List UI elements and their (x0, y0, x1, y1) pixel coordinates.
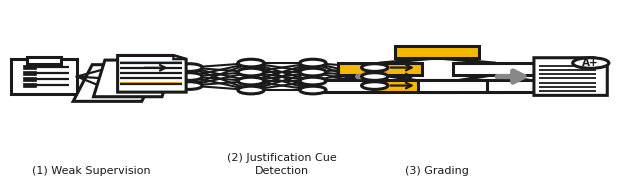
FancyBboxPatch shape (23, 77, 36, 81)
Circle shape (362, 73, 388, 80)
Text: (1) Weak Supervision: (1) Weak Supervision (32, 166, 151, 176)
Circle shape (573, 58, 609, 68)
FancyBboxPatch shape (27, 57, 61, 64)
Circle shape (238, 86, 264, 94)
FancyBboxPatch shape (452, 63, 536, 74)
FancyBboxPatch shape (11, 59, 77, 94)
Polygon shape (173, 55, 186, 59)
FancyBboxPatch shape (396, 46, 479, 58)
FancyBboxPatch shape (23, 83, 36, 87)
Circle shape (176, 82, 202, 89)
Circle shape (300, 77, 326, 85)
Circle shape (300, 68, 326, 76)
Circle shape (238, 77, 264, 85)
FancyBboxPatch shape (120, 82, 182, 85)
FancyBboxPatch shape (23, 65, 36, 69)
FancyBboxPatch shape (372, 80, 456, 92)
Circle shape (300, 59, 326, 67)
Circle shape (176, 64, 202, 71)
Polygon shape (93, 60, 173, 97)
FancyBboxPatch shape (419, 80, 502, 92)
Circle shape (176, 73, 202, 80)
Circle shape (238, 59, 264, 67)
FancyBboxPatch shape (339, 63, 422, 74)
Text: (3) Grading: (3) Grading (405, 166, 469, 176)
FancyBboxPatch shape (304, 80, 388, 92)
FancyBboxPatch shape (120, 61, 182, 64)
FancyBboxPatch shape (120, 72, 182, 74)
FancyBboxPatch shape (487, 80, 571, 92)
Text: (2) Justification Cue
Detection: (2) Justification Cue Detection (227, 153, 337, 176)
Text: A+: A+ (582, 58, 599, 68)
Polygon shape (593, 58, 607, 62)
Circle shape (238, 68, 264, 76)
FancyBboxPatch shape (23, 71, 36, 74)
Polygon shape (118, 55, 186, 92)
Circle shape (362, 64, 388, 71)
Circle shape (362, 82, 388, 89)
Polygon shape (73, 65, 161, 101)
Polygon shape (534, 58, 607, 95)
Circle shape (300, 86, 326, 94)
